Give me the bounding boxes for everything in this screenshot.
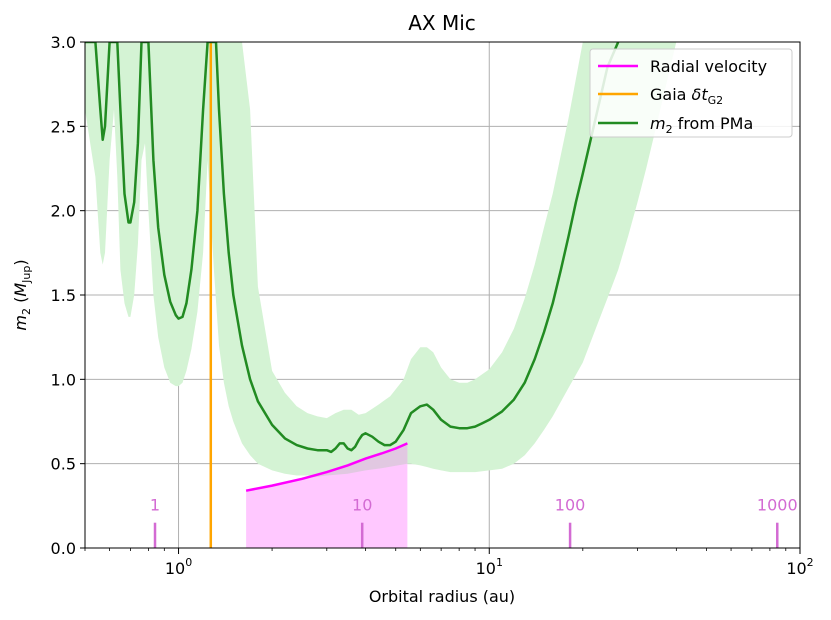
y-label-M: M <box>11 283 30 297</box>
x-axis-label: Orbital radius (au) <box>369 587 515 606</box>
period-marker-label: 100 <box>555 496 586 515</box>
y-label-sub: 2 <box>20 308 33 315</box>
x-tick-label: 101 <box>476 556 503 578</box>
y-tick-label: 2.5 <box>51 117 76 136</box>
pma-mass-line <box>85 42 620 454</box>
pma-confidence-band <box>85 42 677 476</box>
rv-line <box>245 442 408 492</box>
y-tick-label: 3.0 <box>51 33 76 52</box>
rv-band-overlap <box>246 443 408 491</box>
tick-layer: 1 10 100 1000 0.0 0.5 1.0 1.5 2.0 2.5 3.0 100 101 102 <box>51 33 814 578</box>
period-marker-label: 10 <box>352 496 372 515</box>
y-tick-label: 0.0 <box>51 539 76 558</box>
y-label-close: ) <box>11 259 30 265</box>
y-label-open: ( <box>11 297 30 308</box>
period-marker-label: 1 <box>150 496 160 515</box>
data-layer <box>85 42 779 548</box>
y-tick-label: 0.5 <box>51 455 76 474</box>
chart-title: AX Mic <box>408 11 476 35</box>
y-tick-label: 1.5 <box>51 286 76 305</box>
y-axis-label: m2 (MJup) <box>11 259 33 330</box>
y-label-m: m <box>11 315 30 331</box>
x-tick-label: 100 <box>165 556 192 578</box>
legend-box <box>589 48 793 138</box>
y-label-jup: Jup <box>20 266 33 284</box>
legend-label-rv: Radial velocity <box>650 57 767 76</box>
legend: Radial velocity Gaia δtG2 m2 from PMa <box>589 48 793 138</box>
x-tick-label: 102 <box>786 556 813 578</box>
y-tick-label: 2.0 <box>51 202 76 221</box>
legend-label-gaia: Gaia δtG2 <box>650 85 723 107</box>
legend-label-pma: m2 from PMa <box>650 114 753 136</box>
y-tick-label: 1.0 <box>51 370 76 389</box>
period-marker-label: 1000 <box>757 496 798 515</box>
